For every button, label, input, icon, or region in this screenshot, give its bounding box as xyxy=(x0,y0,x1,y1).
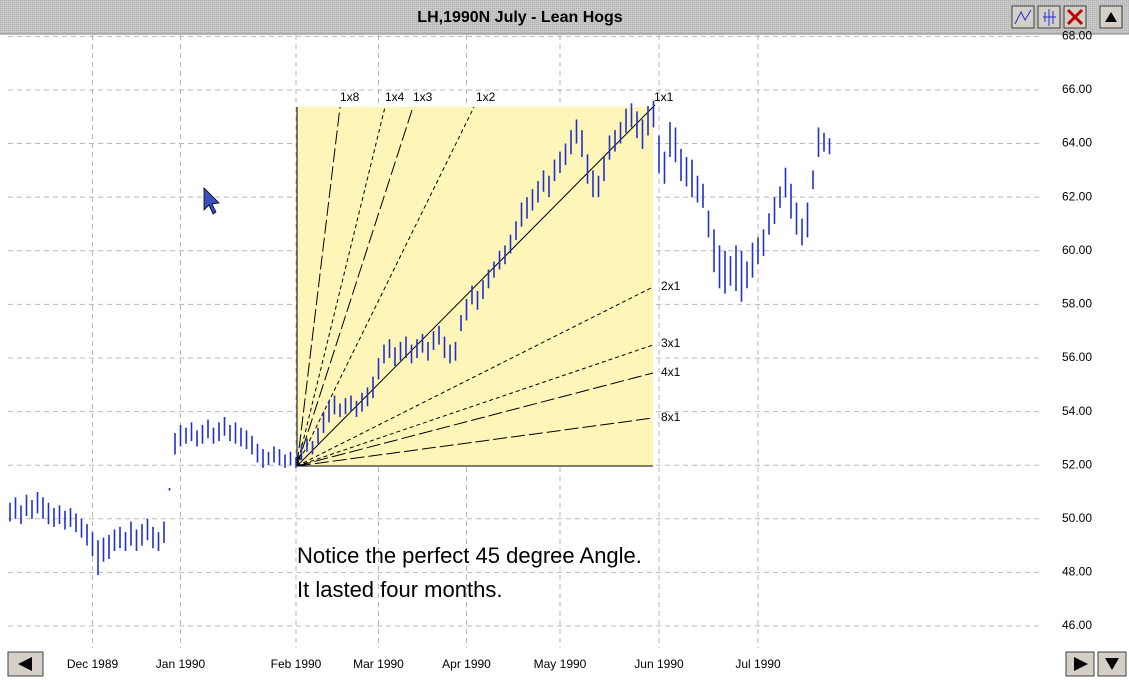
y-tick-label: 66.00 xyxy=(1062,82,1092,96)
fan-label: 1x2 xyxy=(476,90,496,104)
x-axis-strip xyxy=(0,648,1129,681)
y-tick-label: 56.00 xyxy=(1062,350,1092,364)
x-tick-label: Mar 1990 xyxy=(353,657,404,671)
fan-label: 2x1 xyxy=(661,279,681,293)
x-tick-label: Jan 1990 xyxy=(156,657,206,671)
scroll-buttons[interactable] xyxy=(7,651,1127,677)
window-title: LH,1990N July - Lean Hogs xyxy=(417,9,622,26)
y-tick-label: 62.00 xyxy=(1062,189,1092,203)
gann-fan xyxy=(296,104,656,467)
y-tick-label: 54.00 xyxy=(1062,404,1092,418)
annotation: It lasted four months. xyxy=(297,577,502,602)
fan-label: 1x4 xyxy=(385,90,405,104)
x-tick-label: May 1990 xyxy=(534,657,587,671)
x-tick-label: Apr 1990 xyxy=(442,657,491,671)
fan-label: 3x1 xyxy=(661,336,681,350)
y-tick-label: 58.00 xyxy=(1062,297,1092,311)
y-tick-label: 50.00 xyxy=(1062,511,1092,525)
toolbar-buttons[interactable] xyxy=(1011,5,1123,29)
fan-label: 1x8 xyxy=(340,90,360,104)
fan-label: 1x1 xyxy=(654,90,674,104)
x-tick-label: Jul 1990 xyxy=(735,657,781,671)
y-tick-label: 68.00 xyxy=(1062,29,1092,43)
x-tick-label: Jun 1990 xyxy=(634,657,684,671)
fan-label: 1x3 xyxy=(413,90,433,104)
x-tick-label: Feb 1990 xyxy=(271,657,322,671)
x-tick-label: Dec 1989 xyxy=(67,657,119,671)
y-tick-label: 46.00 xyxy=(1062,618,1092,632)
title-bar xyxy=(0,0,1129,34)
fan-label: 8x1 xyxy=(661,410,681,424)
mouse-cursor xyxy=(203,187,220,215)
y-tick-label: 60.00 xyxy=(1062,243,1092,257)
y-tick-label: 52.00 xyxy=(1062,457,1092,471)
annotation: Notice the perfect 45 degree Angle. xyxy=(297,543,642,568)
y-tick-label: 64.00 xyxy=(1062,136,1092,150)
y-tick-label: 48.00 xyxy=(1062,565,1092,579)
fan-label: 4x1 xyxy=(661,365,681,379)
